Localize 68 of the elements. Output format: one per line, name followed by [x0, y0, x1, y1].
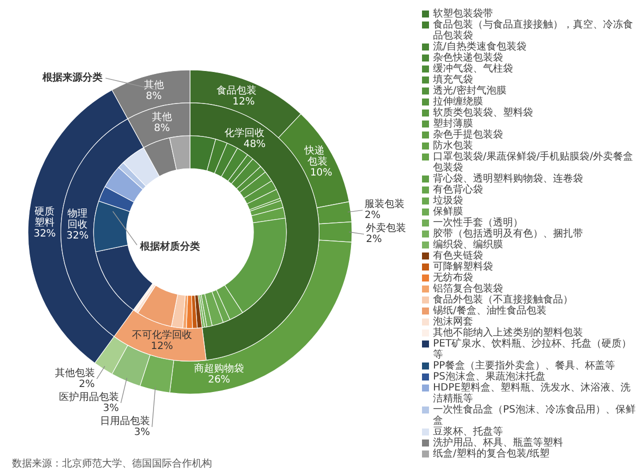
data-label: 3%: [134, 426, 150, 438]
data-label: 48%: [243, 139, 266, 150]
slice-label: 不可化学回收: [132, 329, 192, 342]
legend-label: 填充气袋: [432, 74, 473, 86]
data-label: 3%: [103, 402, 119, 414]
legend-label: 无纺布袋: [433, 272, 473, 284]
legend-label: 泡沫网套: [433, 316, 473, 328]
slice-label: 外卖包装: [366, 222, 406, 234]
donut-slice: [231, 158, 261, 190]
legend-label: 其他不能纳入上述类别的塑料包装: [433, 326, 583, 338]
legend-label: 有色背心袋: [433, 184, 483, 196]
slice-label: 其他: [152, 110, 172, 123]
legend-label: 塑封薄膜: [433, 118, 473, 130]
data-label: 26%: [208, 374, 230, 386]
data-label: 2%: [364, 210, 381, 222]
slice-label: 硬质塑料: [34, 205, 55, 228]
legend-label: 杂色快递包装袋: [433, 52, 503, 64]
slice-label: 商超购物袋: [194, 362, 244, 375]
data-label: 8%: [154, 122, 170, 134]
legend-label: PS泡沫盒、果蔬泡沫托盘: [433, 370, 546, 382]
legend-label: 锡纸/餐盒、油性食品包装: [432, 304, 546, 316]
data-label: 2%: [78, 378, 95, 390]
legend-label: 有色夹链袋: [433, 250, 483, 262]
legend-label: 流/自热类速食包装袋: [433, 40, 526, 52]
legend-label: 食品外包装（不直接接触食品）: [433, 294, 573, 306]
data-label: 2%: [366, 234, 382, 246]
legend-label: 铝箔复合包装袋: [432, 282, 503, 294]
slice-label: 化学回收: [224, 127, 264, 140]
data-label: 32%: [66, 230, 89, 242]
legend-label: 一次性手套（透明）: [433, 216, 523, 228]
legend-label: HDPE塑料盒、塑料瓶、洗发水、沐浴液、洗洁精瓶等: [433, 382, 631, 404]
slice-label: 医护用品包装: [58, 390, 119, 403]
legend-label: 一次性食品盒（PS泡沫、冷冻食品用）、保鲜盒: [433, 404, 636, 426]
text: 根据来源分类: [42, 72, 103, 84]
legend-label: 食品包装（与食品直接接触），真空、冷冻食品包装袋: [433, 18, 633, 42]
legend-label: 透光/密封气泡膜: [433, 84, 506, 96]
legend-label: 软塑包装袋带: [433, 8, 493, 20]
slice-label: 物理回收: [67, 208, 88, 230]
legend-label: 豆浆杯、托盘等: [433, 426, 503, 438]
data-label: 32%: [34, 228, 56, 240]
slice-label: 其他包装: [54, 366, 95, 379]
legend-label: 垃圾袋: [432, 194, 463, 206]
data-label: 12%: [232, 96, 255, 108]
legend-label: 胶带（包括透明及有色）、捆扎带: [433, 228, 583, 240]
legend-label: 口罩包装袋/果蔬保鲜袋/手机贴膜袋/外卖餐盒包装袋: [433, 150, 634, 174]
slice-label: 服装包装: [364, 198, 405, 210]
source-note: 数据来源：北京师范大学、德国国际合作机构: [12, 458, 212, 470]
text: 根据材质分类: [139, 240, 200, 252]
legend-label: 缓冲气袋、气柱袋: [433, 62, 513, 74]
legend-label: 软质类包装袋、塑料袋: [433, 106, 533, 118]
legend-label: 保鲜膜: [433, 206, 463, 218]
legend-label: 杂色手提包装袋: [433, 128, 503, 140]
legend-label: 拉伸缠绕膜: [433, 96, 483, 108]
slice-label: 快递包装: [304, 144, 328, 168]
slice-label: 日用品包装: [100, 414, 150, 427]
slice-label: 食品包装: [216, 84, 257, 97]
data-label: 12%: [150, 341, 174, 352]
data-label: 8%: [146, 90, 162, 102]
legend-label: 洗护用品、杯具、瓶盖等塑料: [433, 436, 563, 448]
legend-label: 防水包装: [433, 140, 473, 152]
legend-label: 编织袋、编织膜: [433, 238, 503, 250]
legend-label: 可降解塑料袋: [433, 260, 493, 272]
legend-label: 纸盒/塑料的复合包装/纸塑: [433, 448, 550, 460]
legend-label: PET矿泉水、饮料瓶、沙拉杯、托盘（硬质）等: [433, 338, 632, 360]
data-label: 10%: [310, 167, 332, 178]
slice-label: 其他: [144, 78, 164, 91]
legend-label: PP餐盒（主要指外卖盒）、餐具、杯盖等: [433, 360, 616, 372]
legend-label: 背心袋、透明塑料购物袋、连卷袋: [433, 172, 583, 184]
